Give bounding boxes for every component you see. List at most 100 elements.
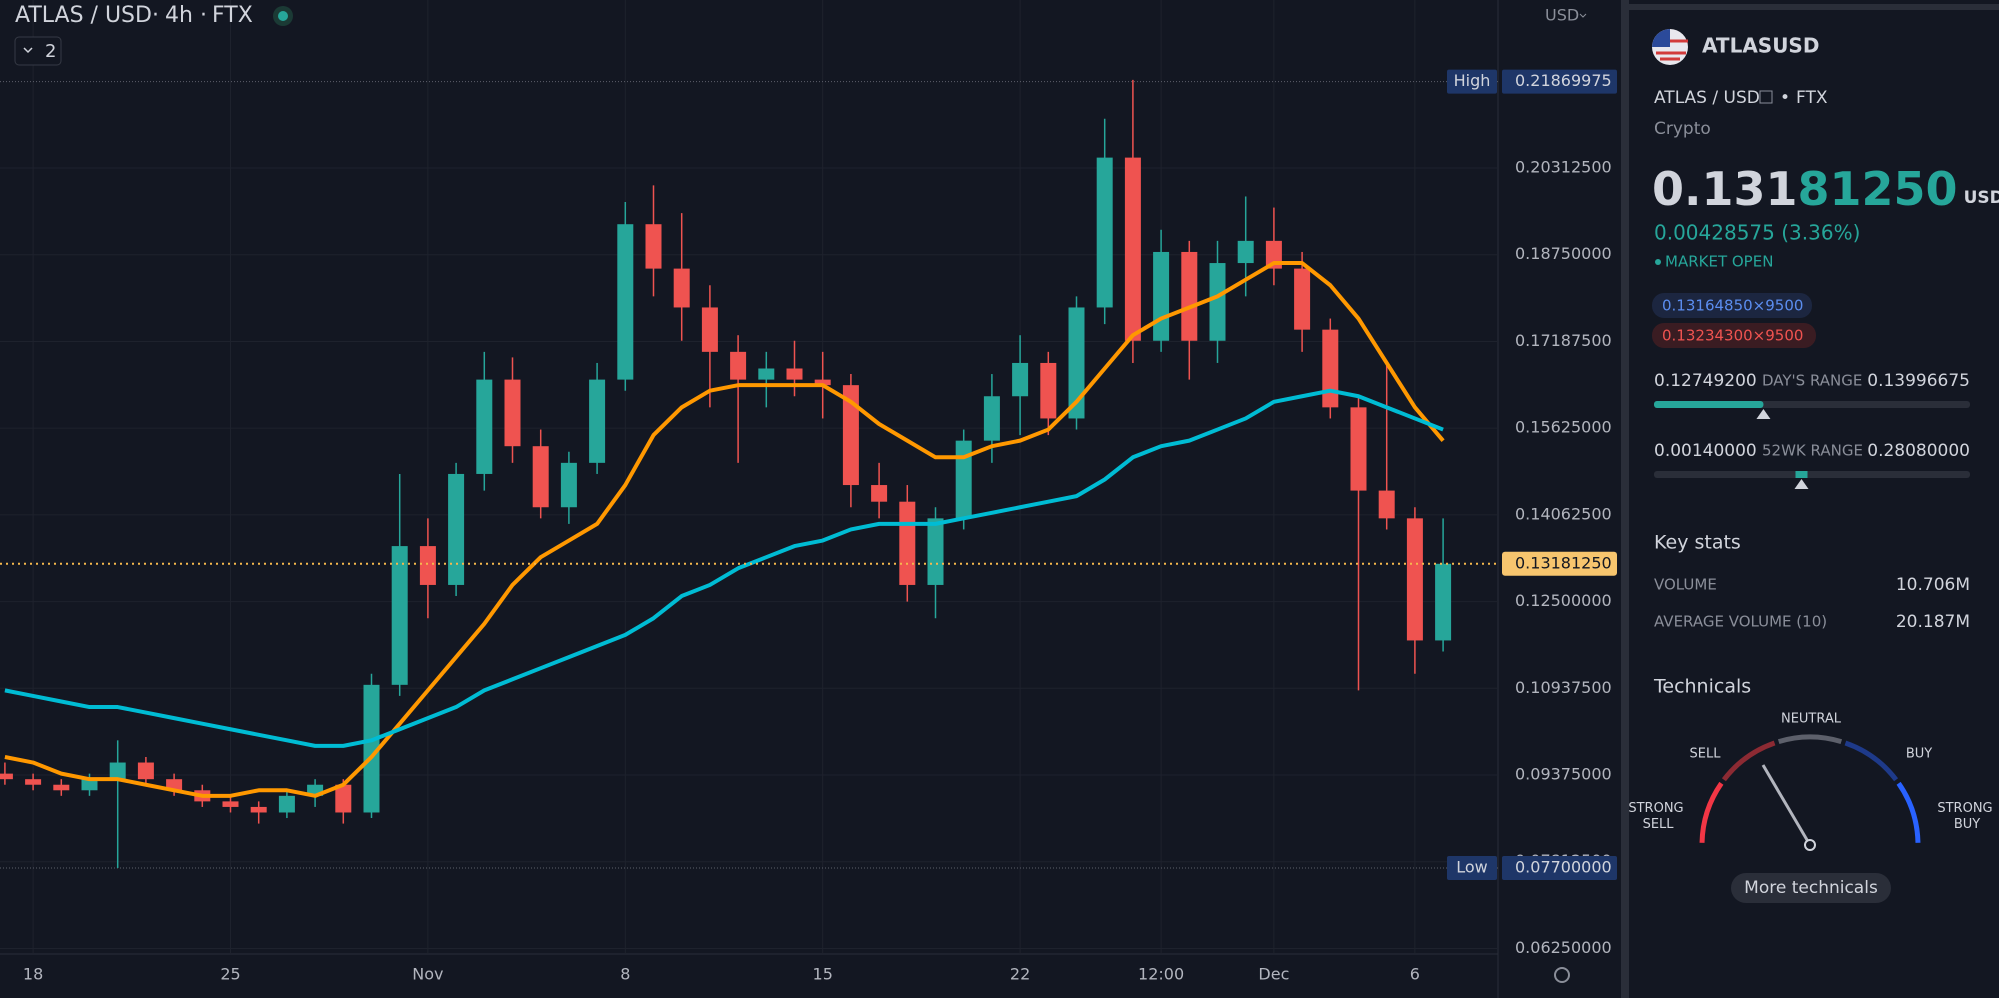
- separator: •: [1780, 88, 1790, 108]
- candle-body: [983, 396, 1000, 441]
- price-tag-label: 0.07700000: [1515, 857, 1612, 876]
- candle-body: [560, 462, 577, 508]
- candle-body: [1350, 407, 1367, 491]
- more-technicals-label: More technicals: [1744, 878, 1878, 898]
- x-tick-label: 18: [23, 965, 43, 984]
- range-high: 0.13996675: [1867, 371, 1970, 391]
- candle-body: [1237, 240, 1254, 264]
- y-tick-label: 0.20312500: [1515, 158, 1612, 177]
- range-track: [1654, 471, 1970, 478]
- candle-body: [1209, 263, 1226, 341]
- candle-body: [250, 806, 267, 813]
- price-tag: [1502, 69, 1617, 94]
- flag-canton: [1652, 29, 1670, 47]
- candle-body: [1181, 251, 1198, 341]
- gauge-arc: [1844, 740, 1899, 782]
- candle-body: [1096, 157, 1113, 308]
- last-price-tag: [1502, 551, 1617, 576]
- market-status: MARKET OPEN: [1665, 253, 1773, 271]
- pair: ATLAS / USD: [1654, 88, 1760, 108]
- ticker: ATLASUSD: [1702, 34, 1819, 58]
- gauge-hub: [1804, 839, 1816, 851]
- currency-selector[interactable]: USD: [1545, 6, 1579, 25]
- candle-body: [335, 784, 352, 813]
- candle-body: [109, 762, 126, 780]
- settings-icon[interactable]: [1554, 967, 1570, 983]
- x-tick-label: Dec: [1258, 965, 1289, 984]
- candle-body: [899, 501, 916, 585]
- last-price-label: 0.13181250: [1515, 553, 1612, 572]
- price-lead: 0.131: [1652, 162, 1798, 216]
- bid-pill: [1652, 293, 1812, 318]
- candle-body: [1294, 268, 1311, 330]
- ranges: 0.12749200 DAY'S RANGE 0.13996675 0.0014000…: [1654, 371, 1970, 489]
- bid: 0.13164850×9500: [1662, 297, 1803, 315]
- range-pointer: [1794, 479, 1809, 489]
- candle-body: [532, 446, 549, 508]
- x-tick-label: Nov: [412, 965, 443, 984]
- candle-body: [0, 773, 13, 780]
- ask: 0.13234300×9500: [1662, 327, 1803, 345]
- market: Crypto: [1654, 119, 1711, 139]
- y-tick-label: 0.17187500: [1515, 331, 1612, 350]
- price-tag: [1502, 855, 1617, 880]
- indicator-toggle[interactable]: [14, 36, 62, 66]
- range-high: 0.28080000: [1867, 441, 1970, 461]
- x-tick-label: 12:00: [1138, 965, 1184, 984]
- stat-label: AVERAGE VOLUME (10): [1654, 613, 1827, 631]
- panel-top-border: [1629, 4, 1999, 10]
- candle-body: [1068, 307, 1085, 419]
- indicator-count: 2: [45, 41, 56, 62]
- price-currency: USD: [1964, 188, 1999, 208]
- stat-value: 10.706M: [1896, 575, 1970, 595]
- ask-pill: [1652, 323, 1816, 348]
- x-tick-label: 15: [813, 965, 833, 984]
- x-tick-label: 22: [1010, 965, 1030, 984]
- range-fill: [1795, 471, 1808, 478]
- y-tick-label: 0.06250000: [1515, 938, 1612, 957]
- key-stats-title: Key stats: [1654, 532, 1741, 554]
- axes: 0.062500000.078125000.093750000.10937500…: [23, 69, 1617, 984]
- gauge-label: STRONG BUY: [1937, 801, 1992, 832]
- chevron: [23, 47, 33, 54]
- plot: [0, 79, 1498, 869]
- y-tick-label: 0.10937500: [1515, 678, 1612, 697]
- gauge-label: BUY: [1906, 747, 1932, 762]
- candle-body: [701, 307, 718, 352]
- candle-body: [1378, 490, 1395, 519]
- more-technicals-button[interactable]: [1731, 873, 1891, 903]
- chevron: [1579, 13, 1587, 18]
- range-fill: [1654, 401, 1764, 408]
- candle-body: [871, 485, 888, 502]
- moving-average: [4, 261, 1445, 798]
- range-low: 0.12749200: [1654, 371, 1757, 391]
- candle-body: [81, 779, 98, 791]
- range-label: DAY'S RANGE: [1762, 372, 1862, 390]
- range-pointer: [1756, 409, 1771, 419]
- key-stats: VOLUME 10.706M AVERAGE VOLUME (10) 20.187M: [1654, 575, 1970, 632]
- price-tag-label: 0.21869975: [1515, 71, 1612, 90]
- symbol: ATLAS / USD: [15, 3, 152, 28]
- price-tail: 81250: [1798, 162, 1958, 216]
- candle-body: [955, 440, 972, 519]
- gauge-label: STRONG SELL: [1628, 801, 1683, 832]
- exchange: FTX: [1796, 88, 1828, 108]
- candle-body: [1435, 563, 1452, 641]
- stat-value: 20.187M: [1896, 612, 1970, 632]
- candle-body: [476, 379, 493, 474]
- x-tick-label: 25: [220, 965, 240, 984]
- status-dot: [1655, 259, 1661, 265]
- candle-body: [1406, 518, 1423, 641]
- external-link-icon[interactable]: [1759, 90, 1773, 104]
- candle-body: [673, 268, 690, 308]
- candle-body: [786, 368, 803, 380]
- candle-body: [1322, 329, 1339, 408]
- candle-body: [166, 779, 183, 791]
- marker-label: Low: [1456, 857, 1488, 876]
- change: 0.00428575 (3.36%): [1654, 221, 1860, 245]
- moving-average: [4, 388, 1444, 748]
- divider: [1621, 0, 1629, 998]
- y-tick-label: 0.15625000: [1515, 418, 1612, 437]
- candle-body: [927, 518, 944, 585]
